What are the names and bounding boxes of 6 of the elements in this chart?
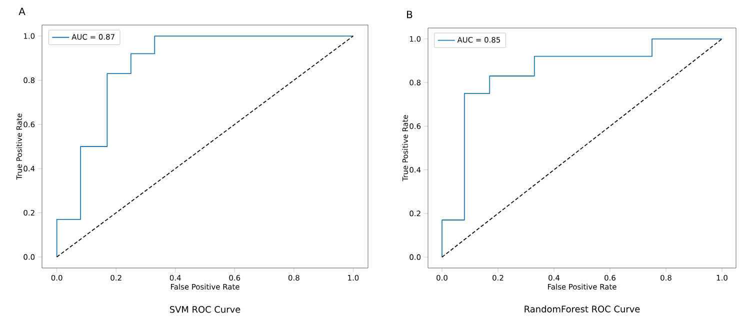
text: RandomForest ROC Curve	[524, 306, 640, 312]
text: B	[407, 10, 412, 18]
text: SVM ROC Curve	[170, 306, 240, 313]
line-series	[442, 38, 722, 258]
text: A	[18, 8, 26, 16]
line-series	[56, 36, 354, 258]
